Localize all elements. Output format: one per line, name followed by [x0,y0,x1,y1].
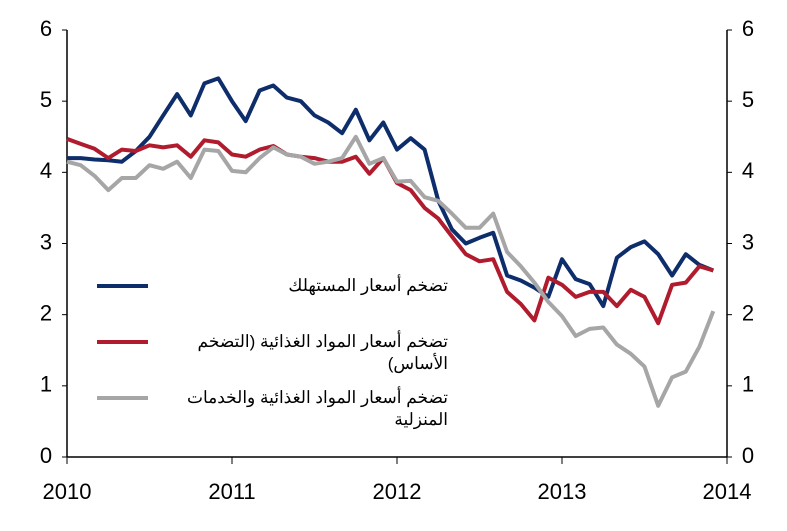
y2-tick-label: 3 [742,229,754,254]
y-tick-label: 1 [40,372,52,397]
y2-tick-label: 1 [742,372,754,397]
y2-tick-label: 6 [742,16,754,41]
y-tick-label: 4 [40,158,52,183]
x-tick-label: 2013 [538,479,587,504]
x-tick-label: 2014 [703,479,752,504]
x-tick-label: 2012 [373,479,422,504]
y2-tick-label: 5 [742,87,754,112]
y2-tick-label: 0 [742,443,754,468]
y-tick-label: 0 [40,443,52,468]
series-line [66,134,716,408]
x-tick-label: 2011 [208,479,255,504]
legend-label: تضخم أسعار المواد الغذائية والخدمات المن… [186,388,448,429]
legend-label: تضخم أسعار المواد الغذائية (التضخم الأسا… [197,332,448,373]
legend-label: تضخم أسعار المستهلك [288,276,448,295]
y-tick-label: 3 [40,229,52,254]
y2-tick-label: 2 [742,300,754,325]
series-line [67,76,715,309]
y-tick-label: 2 [40,300,52,325]
x-tick-label: 2010 [43,479,92,504]
y-tick-label: 5 [40,87,52,112]
y2-tick-label: 4 [742,158,754,183]
y-tick-label: 6 [40,16,52,41]
